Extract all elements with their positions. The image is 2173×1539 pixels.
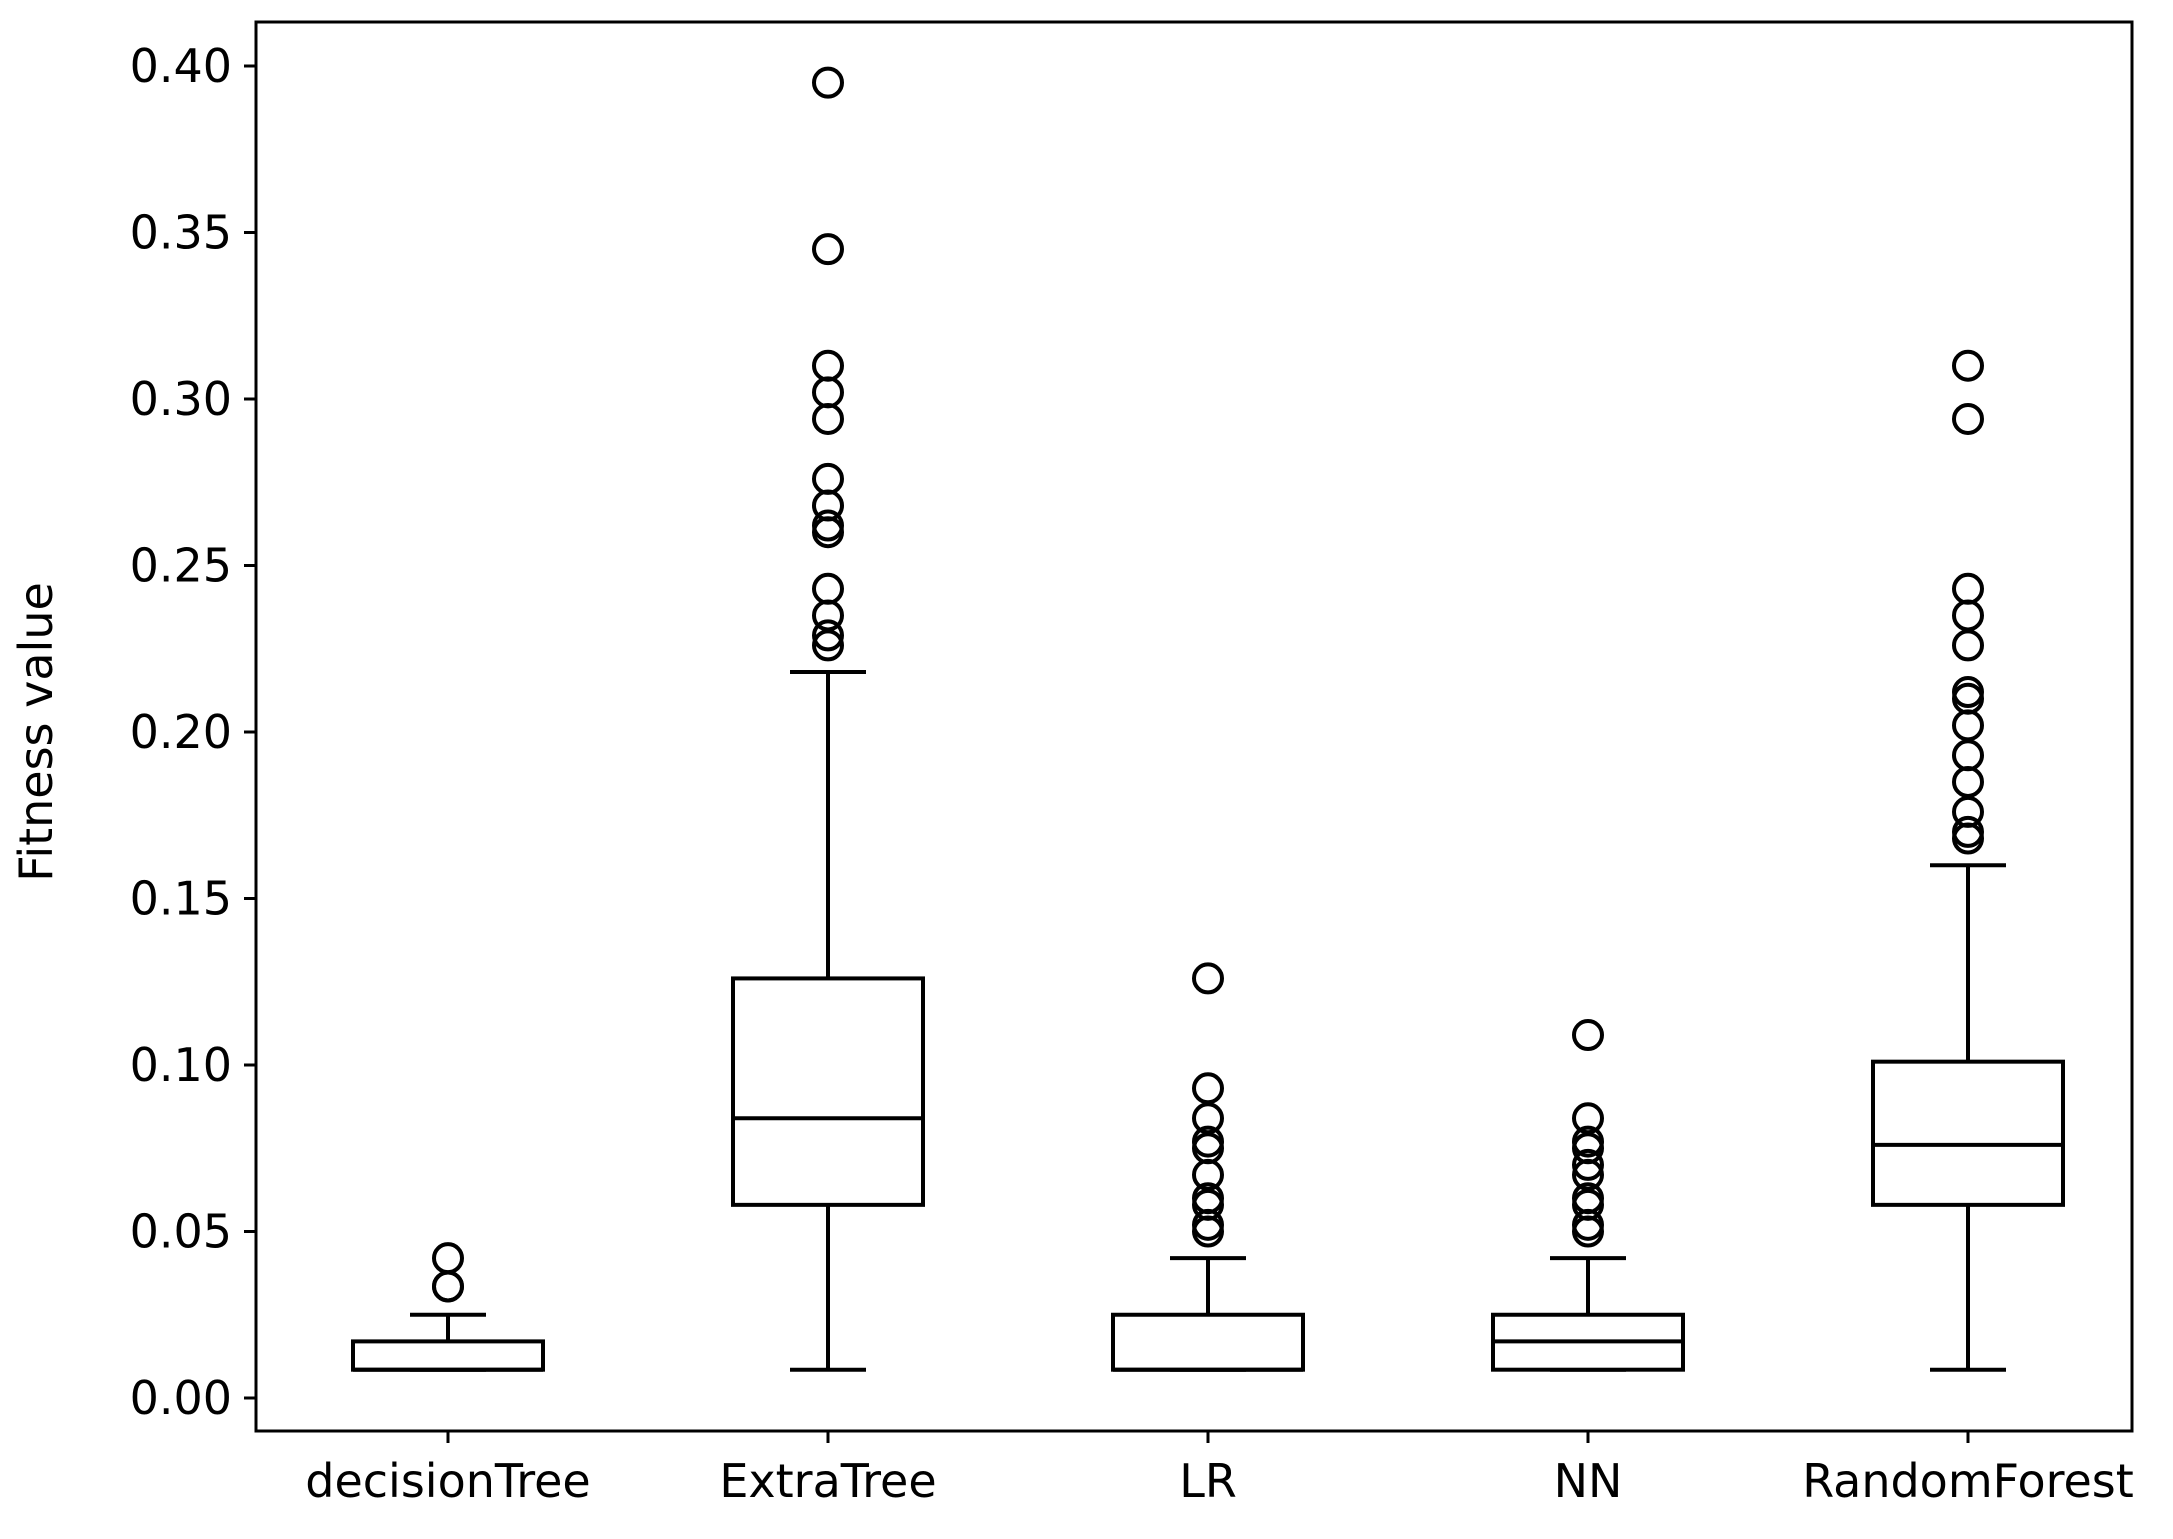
y-tick-label: 0.15	[130, 872, 232, 926]
y-tick-label: 0.20	[130, 705, 232, 759]
outlier-point	[1952, 629, 1984, 662]
x-tick-label: decisionTree	[305, 1454, 590, 1508]
outlier-point	[1952, 709, 1984, 742]
box-ExtraTree	[731, 66, 925, 1372]
plot-frame	[254, 20, 2134, 1433]
y-tick-label: 0.00	[130, 1371, 232, 1425]
outlier-point	[1572, 1188, 1604, 1221]
outlier-point	[1952, 815, 1984, 848]
x-tick-label: NN	[1554, 1454, 1623, 1508]
outlier-point	[1952, 676, 1984, 709]
outlier-point	[1192, 1072, 1224, 1105]
outlier-point	[1952, 349, 1984, 382]
outlier-point	[1952, 572, 1984, 605]
y-axis-ticks: 0.00 0.05 0.10 0.15 0.20 0.25 0.30 0.35 0.40	[130, 39, 256, 1425]
outlier-point	[1572, 1125, 1604, 1158]
outlier-point	[1192, 1215, 1224, 1248]
x-tick-label: RandomForest	[1802, 1454, 2134, 1508]
outlier-point	[1952, 739, 1984, 772]
box-iqr	[1111, 1312, 1305, 1372]
outlier-point	[812, 233, 844, 266]
outlier-point	[1952, 795, 1984, 828]
outlier-point	[1192, 962, 1224, 995]
y-tick-label: 0.40	[130, 39, 232, 93]
box-decisionTree	[351, 1242, 545, 1372]
outlier-point	[1952, 765, 1984, 798]
x-tick-label: LR	[1179, 1454, 1237, 1508]
outlier-point	[1572, 1215, 1604, 1248]
y-tick-label: 0.10	[130, 1038, 232, 1092]
outlier-point	[1572, 1182, 1604, 1215]
outlier-point	[1952, 599, 1984, 632]
x-axis-ticks: decisionTree ExtraTree LR NN RandomForest	[305, 1431, 2134, 1508]
outlier-point	[1192, 1182, 1224, 1215]
y-tick-label: 0.25	[130, 539, 232, 593]
outlier-point	[1572, 1132, 1604, 1165]
outlier-point	[1572, 1102, 1604, 1135]
x-tick-label: ExtraTree	[719, 1454, 936, 1508]
outlier-point	[432, 1270, 464, 1303]
box-iqr	[731, 976, 925, 1207]
outlier-point	[1572, 1019, 1604, 1052]
outlier-point	[812, 402, 844, 435]
y-axis-label: Fitness value	[9, 582, 63, 882]
box-NN	[1491, 1019, 1685, 1372]
outlier-point	[812, 599, 844, 632]
outlier-point	[812, 66, 844, 99]
outlier-point	[812, 516, 844, 549]
outlier-point	[1192, 1125, 1224, 1158]
box-LR	[1111, 962, 1305, 1372]
outlier-point	[1952, 822, 1984, 855]
y-tick-label: 0.05	[130, 1205, 232, 1259]
y-tick-label: 0.35	[130, 206, 232, 260]
outlier-point	[1952, 402, 1984, 435]
box-iqr	[1871, 1059, 2065, 1207]
box-iqr	[351, 1339, 545, 1372]
outlier-point	[812, 462, 844, 495]
outlier-point	[1572, 1148, 1604, 1181]
outlier-point	[812, 376, 844, 409]
outlier-point	[432, 1242, 464, 1275]
outlier-point	[1952, 682, 1984, 715]
outlier-point	[812, 509, 844, 542]
y-tick-label: 0.30	[130, 372, 232, 426]
outlier-point	[1192, 1188, 1224, 1221]
outlier-point	[812, 619, 844, 652]
outlier-point	[812, 489, 844, 522]
outlier-point	[812, 572, 844, 605]
outlier-point	[1192, 1132, 1224, 1165]
box-series	[351, 66, 2065, 1372]
box-RandomForest	[1871, 349, 2065, 1372]
outlier-point	[812, 349, 844, 382]
